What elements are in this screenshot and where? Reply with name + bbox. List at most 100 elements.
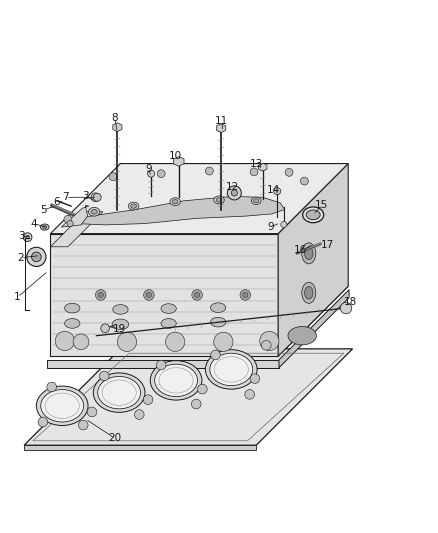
Text: 3: 3 (18, 231, 25, 241)
Circle shape (166, 332, 185, 351)
Text: 4: 4 (31, 219, 38, 229)
Circle shape (91, 193, 100, 201)
Circle shape (78, 420, 88, 430)
Circle shape (117, 332, 137, 351)
Ellipse shape (161, 304, 176, 313)
Ellipse shape (210, 303, 226, 312)
Ellipse shape (91, 209, 97, 214)
Circle shape (340, 302, 352, 314)
Text: 13: 13 (250, 159, 263, 168)
Text: 19: 19 (113, 324, 126, 334)
Circle shape (99, 371, 109, 381)
Circle shape (198, 384, 207, 394)
Ellipse shape (210, 353, 253, 386)
Polygon shape (47, 360, 279, 368)
Ellipse shape (302, 282, 316, 303)
Ellipse shape (131, 204, 137, 208)
Circle shape (285, 168, 293, 176)
Text: 17: 17 (321, 240, 334, 251)
Circle shape (281, 221, 287, 228)
Circle shape (27, 247, 46, 266)
Ellipse shape (216, 198, 222, 202)
Circle shape (67, 221, 73, 227)
Text: 12: 12 (226, 182, 239, 192)
Ellipse shape (128, 202, 139, 210)
Circle shape (245, 390, 254, 399)
Ellipse shape (65, 303, 80, 313)
Text: 9: 9 (267, 222, 274, 232)
Polygon shape (279, 290, 349, 368)
Polygon shape (50, 233, 278, 356)
Circle shape (240, 290, 251, 300)
Polygon shape (50, 212, 103, 247)
Circle shape (211, 350, 220, 360)
Ellipse shape (65, 319, 80, 328)
Circle shape (98, 292, 103, 297)
Ellipse shape (214, 196, 224, 204)
Ellipse shape (41, 390, 84, 422)
Polygon shape (77, 197, 285, 225)
Circle shape (250, 374, 260, 383)
Circle shape (144, 290, 154, 300)
Ellipse shape (93, 373, 145, 413)
Ellipse shape (150, 361, 202, 400)
Circle shape (87, 407, 97, 417)
Polygon shape (278, 164, 348, 356)
Ellipse shape (304, 286, 313, 299)
Ellipse shape (254, 199, 259, 203)
Text: 20: 20 (108, 433, 121, 443)
Circle shape (109, 173, 117, 181)
Circle shape (93, 193, 101, 201)
Circle shape (134, 410, 144, 419)
Polygon shape (24, 445, 256, 449)
Text: 9: 9 (145, 164, 152, 174)
Ellipse shape (172, 199, 178, 204)
Ellipse shape (98, 376, 141, 409)
Circle shape (227, 186, 241, 200)
Circle shape (250, 168, 258, 176)
Circle shape (260, 332, 279, 351)
Polygon shape (217, 124, 226, 133)
Polygon shape (173, 157, 184, 166)
Circle shape (148, 170, 155, 177)
Ellipse shape (304, 247, 313, 260)
Ellipse shape (112, 319, 129, 329)
Circle shape (73, 334, 89, 350)
Text: 8: 8 (111, 112, 118, 123)
Circle shape (95, 290, 106, 300)
Ellipse shape (251, 197, 261, 205)
Ellipse shape (40, 224, 49, 230)
Polygon shape (61, 205, 89, 227)
Text: 11: 11 (215, 116, 228, 126)
Text: 18: 18 (344, 297, 357, 308)
Ellipse shape (306, 210, 320, 220)
Circle shape (192, 290, 202, 300)
Circle shape (214, 332, 233, 351)
Ellipse shape (161, 319, 176, 328)
Circle shape (26, 236, 29, 239)
Ellipse shape (205, 350, 257, 389)
Circle shape (157, 169, 165, 177)
Text: 6: 6 (53, 197, 60, 207)
Ellipse shape (36, 386, 88, 425)
Text: 3: 3 (82, 191, 89, 201)
Circle shape (205, 167, 213, 175)
Circle shape (143, 395, 153, 405)
Ellipse shape (170, 198, 180, 206)
Ellipse shape (303, 207, 324, 223)
Circle shape (146, 292, 152, 297)
Circle shape (47, 382, 57, 392)
Circle shape (38, 417, 48, 427)
Text: 15: 15 (315, 200, 328, 210)
Text: 10: 10 (169, 151, 182, 161)
Circle shape (300, 177, 308, 185)
Ellipse shape (88, 207, 100, 216)
Circle shape (191, 399, 201, 409)
Polygon shape (113, 123, 122, 132)
Circle shape (243, 292, 248, 297)
Polygon shape (50, 286, 348, 356)
Circle shape (64, 215, 72, 223)
Ellipse shape (288, 327, 316, 345)
Text: 7: 7 (62, 192, 69, 203)
Text: 16: 16 (293, 245, 307, 255)
